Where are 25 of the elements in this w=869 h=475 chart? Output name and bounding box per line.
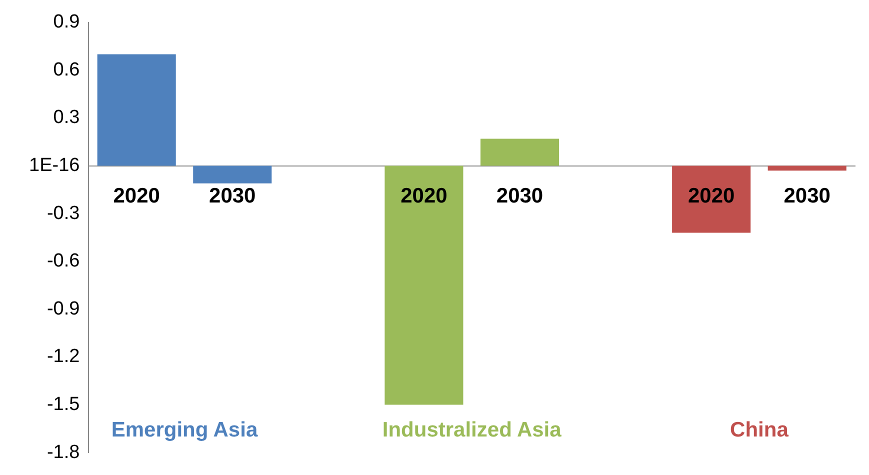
y-tick-label: -0.6: [46, 250, 80, 272]
y-tick-label: 1E-16: [29, 155, 80, 176]
x-tick-label: 2030: [209, 184, 256, 208]
x-tick-label: 2020: [688, 184, 735, 208]
y-tick-label: -1.5: [46, 394, 80, 416]
x-tick-label: 2020: [113, 184, 160, 208]
text: Emerging Asia: [111, 418, 258, 442]
bar: [672, 166, 751, 233]
bar: [768, 166, 846, 171]
y-tick-label: -1.2: [46, 346, 80, 368]
bar: [480, 138, 560, 166]
x-tick-label: 2030: [496, 184, 544, 208]
y-tick-label: 0.3: [53, 107, 80, 128]
bar: [384, 166, 464, 405]
y-tick-label: 0.9: [53, 12, 80, 33]
text: China: [730, 418, 789, 442]
bar: [97, 54, 176, 166]
series-label: Industralized Asia: [382, 418, 562, 442]
bar: [193, 166, 272, 184]
y-tick-label: 0.6: [53, 59, 80, 80]
x-tick-label: 2030: [784, 184, 830, 208]
y-tick-label: -1.8: [46, 442, 80, 463]
y-tick-label: -0.3: [46, 202, 80, 224]
y-tick-label: -0.9: [46, 298, 80, 320]
x-tick-label: 2020: [400, 184, 448, 208]
